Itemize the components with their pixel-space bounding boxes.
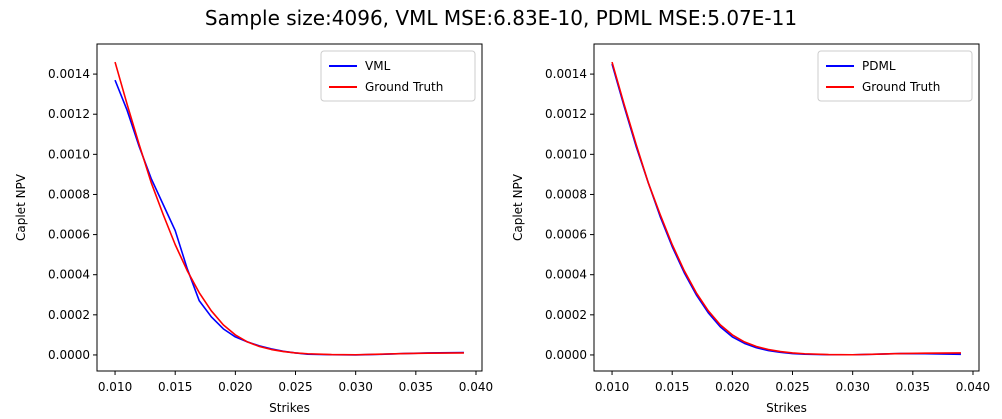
chart-2-legend-label-1: PDML	[862, 59, 896, 73]
chart-2-x-axis-label: Strikes	[766, 401, 807, 415]
chart-1: 0.010 0.015 0.020 0.025 0.030 0.035 0.040 0.000…	[14, 43, 493, 415]
chart-2-x-tick-label: 0.035	[896, 380, 930, 394]
chart-1-legend: VML Ground Truth	[320, 50, 476, 102]
chart-2-x-tick-label: 0.040	[956, 380, 990, 394]
chart-2-series-1-line	[611, 63, 961, 356]
chart-2-x-tick-label: 0.020	[715, 380, 749, 394]
chart-1-x-tick-label: 0.040	[459, 380, 493, 394]
chart-2-y-tick-label: 0.0008	[545, 187, 587, 201]
chart-1-x-tick-label: 0.020	[218, 380, 252, 394]
chart-1-y-tick-label: 0.0014	[48, 67, 90, 81]
chart-2-series-2-line	[611, 61, 961, 356]
chart-1-y-axis-label: Caplet NPV	[14, 173, 28, 241]
chart-2-y-tick-label: 0.0000	[545, 348, 587, 362]
chart-2-y-axis-label: Caplet NPV	[511, 173, 525, 241]
chart-1-x-tick-label: 0.030	[338, 380, 372, 394]
chart-1-plot-frame	[96, 43, 483, 372]
chart-2-y-tick-label: 0.0014	[545, 67, 587, 81]
figure-title: Sample size:4096, VML MSE:6.83E-10, PDML…	[204, 6, 798, 30]
chart-2-x-tick-label: 0.010	[595, 380, 629, 394]
chart-1-y-tick-label: 0.0002	[48, 308, 90, 322]
chart-2-x-tick-label: 0.030	[835, 380, 869, 394]
chart-2-legend-label-2: Ground Truth	[862, 80, 940, 94]
chart-1-legend-box	[320, 50, 476, 102]
chart-1-y-tick-label: 0.0004	[48, 268, 90, 282]
chart-2-legend-box	[817, 50, 973, 102]
chart-2-x-tick-label: 0.025	[775, 380, 809, 394]
chart-2-y-tick-label: 0.0006	[545, 228, 587, 242]
chart-2-y-tick-label: 0.0012	[545, 107, 587, 121]
chart-2-legend: PDML Ground Truth	[817, 50, 973, 102]
chart-1-x-tick-label: 0.025	[278, 380, 312, 394]
chart-1-y-tick-label: 0.0008	[48, 187, 90, 201]
chart-1-y-tick-label: 0.0010	[48, 147, 90, 161]
chart-1-x-tick-label: 0.035	[399, 380, 433, 394]
chart-2-y-tick-label: 0.0002	[545, 308, 587, 322]
chart-1-x-tick-label: 0.015	[158, 380, 192, 394]
chart-1-x-axis-label: Strikes	[269, 401, 310, 415]
chart-1-legend-label-2: Ground Truth	[365, 80, 443, 94]
chart-2-y-tick-label: 0.0004	[545, 268, 587, 282]
chart-1-y-tick-label: 0.0000	[48, 348, 90, 362]
chart-1-y-tick-label: 0.0006	[48, 228, 90, 242]
chart-2-x-tick-label: 0.015	[655, 380, 689, 394]
chart-1-y-tick-label: 0.0012	[48, 107, 90, 121]
chart-2: 0.010 0.015 0.020 0.025 0.030 0.035 0.040 0.000…	[511, 43, 990, 415]
chart-1-series-1-line	[114, 79, 464, 356]
chart-1-x-tick-label: 0.010	[98, 380, 132, 394]
chart-2-y-tick-label: 0.0010	[545, 147, 587, 161]
chart-1-legend-label-1: VML	[365, 59, 391, 73]
chart-1-series-2-line	[114, 61, 464, 356]
chart-2-plot-frame	[593, 43, 980, 372]
